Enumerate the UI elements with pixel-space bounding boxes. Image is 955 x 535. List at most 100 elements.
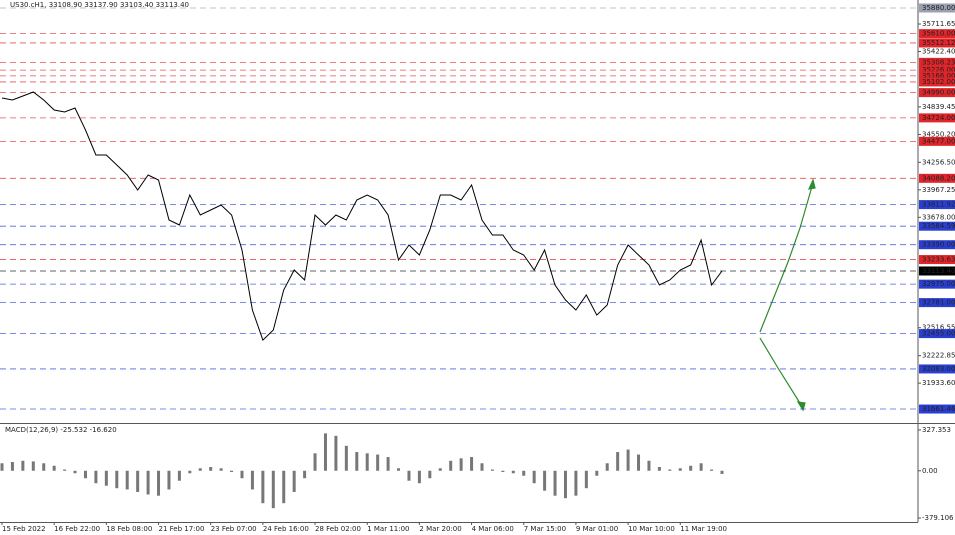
level-label: 33390.00 — [922, 241, 955, 249]
macd-bar — [136, 470, 140, 492]
level-label: 32975.00 — [922, 280, 955, 288]
level-label-box — [919, 3, 955, 13]
level-label-box — [919, 255, 955, 265]
y-tick-label: -379.106 — [922, 514, 954, 522]
level-label-box — [919, 57, 955, 67]
macd-bar — [543, 470, 547, 491]
macd-bar — [167, 470, 171, 490]
macd-bar — [626, 449, 630, 471]
level-label-box — [919, 200, 955, 210]
x-tick-label: 28 Feb 02:00 — [315, 525, 361, 533]
level-label: 33811.92 — [922, 201, 955, 209]
level-label: 31661.46 — [922, 405, 955, 413]
level-label-box — [919, 71, 955, 81]
macd-bar — [83, 470, 87, 479]
level-label-box — [919, 88, 955, 98]
y-tick-label: 35422.40 — [922, 47, 955, 55]
macd-bar — [637, 454, 641, 471]
macd-bar — [376, 454, 380, 471]
y-tick-label: 34256.50 — [922, 158, 955, 166]
macd-bar — [94, 470, 98, 484]
macd-bar — [157, 470, 161, 496]
level-label-box — [919, 136, 955, 146]
level-label-box — [919, 364, 955, 374]
macd-bar — [563, 470, 567, 499]
macd-bar — [146, 470, 150, 495]
level-label: 34990.00 — [922, 89, 955, 97]
macd-bar — [480, 463, 484, 471]
x-tick-label: 2 Mar 20:00 — [419, 525, 461, 533]
y-tick-label: 33967.25 — [922, 186, 955, 194]
x-tick-label: 15 Feb 2022 — [2, 525, 46, 533]
x-tick-label: 23 Feb 07:00 — [211, 525, 257, 533]
level-label: 35166.00 — [922, 72, 955, 80]
y-tick-label: 34839.45 — [922, 103, 955, 111]
level-label: 33113.40 — [922, 267, 955, 275]
macd-bar — [323, 433, 327, 471]
level-label-box — [919, 221, 955, 231]
level-label-box — [919, 298, 955, 308]
macd-bar — [73, 470, 77, 474]
level-label: 35102.00 — [922, 78, 955, 86]
macd-bar — [595, 470, 599, 476]
level-label: 34088.20 — [922, 174, 955, 182]
level-label: 33584.59 — [922, 222, 955, 230]
level-label-box — [919, 329, 955, 339]
macd-bar — [417, 470, 421, 484]
macd-bar — [63, 469, 67, 471]
level-label: 34477.00 — [922, 137, 955, 145]
macd-bar — [188, 470, 192, 474]
x-tick-label: 10 Mar 10:00 — [628, 525, 675, 533]
macd-bar — [532, 470, 536, 484]
macd-bar — [647, 460, 651, 471]
macd-bar — [52, 465, 56, 471]
macd-bar — [282, 470, 286, 504]
macd-bar — [407, 470, 411, 481]
macd-bar — [522, 470, 526, 476]
macd-bar — [334, 435, 338, 471]
level-label-box — [919, 173, 955, 183]
macd-bar — [689, 465, 693, 471]
y-tick-label: 32516.55 — [922, 324, 955, 332]
macd-bar — [668, 469, 672, 471]
macd-bar — [678, 468, 682, 471]
macd-bar — [271, 470, 275, 509]
macd-bar — [490, 469, 494, 471]
chart-title: US30.cH1, 33108.90 33137.90 33103.40 331… — [10, 1, 189, 9]
level-label: 32455.00 — [922, 330, 955, 338]
y-tick-label: 35711.65 — [922, 20, 955, 28]
x-tick-label: 21 Feb 17:00 — [159, 525, 205, 533]
level-label-box — [919, 266, 955, 276]
macd-bar — [209, 467, 213, 471]
level-label-box — [919, 404, 955, 414]
macd-bar — [386, 457, 390, 471]
x-tick-label: 9 Mar 01:00 — [576, 525, 618, 533]
macd-bar — [177, 470, 181, 481]
macd-bar — [0, 463, 4, 471]
y-tick-label: 33678.00 — [922, 213, 955, 221]
macd-bar — [303, 470, 307, 479]
macd-bar — [501, 470, 505, 473]
macd-bar — [428, 470, 432, 479]
level-label: 35226.00 — [922, 66, 955, 74]
macd-bar — [574, 470, 578, 496]
macd-bar — [720, 470, 724, 474]
macd-bar — [313, 453, 317, 471]
macd-bar — [250, 470, 254, 490]
level-label: 32781.00 — [922, 299, 955, 307]
macd-bar — [240, 470, 244, 479]
macd-bar — [344, 445, 348, 471]
macd-bar — [511, 470, 515, 474]
level-label: 34724.00 — [922, 114, 955, 122]
macd-bar — [449, 460, 453, 471]
y-tick-label: 32222.85 — [922, 352, 955, 360]
x-tick-label: 11 Mar 19:00 — [680, 525, 727, 533]
macd-bar — [115, 470, 119, 489]
x-tick-label: 7 Mar 15:00 — [524, 525, 566, 533]
macd-bar — [616, 452, 620, 471]
macd-bar — [10, 462, 14, 471]
level-label-box — [919, 77, 955, 87]
level-label: 35512.12 — [922, 39, 955, 47]
